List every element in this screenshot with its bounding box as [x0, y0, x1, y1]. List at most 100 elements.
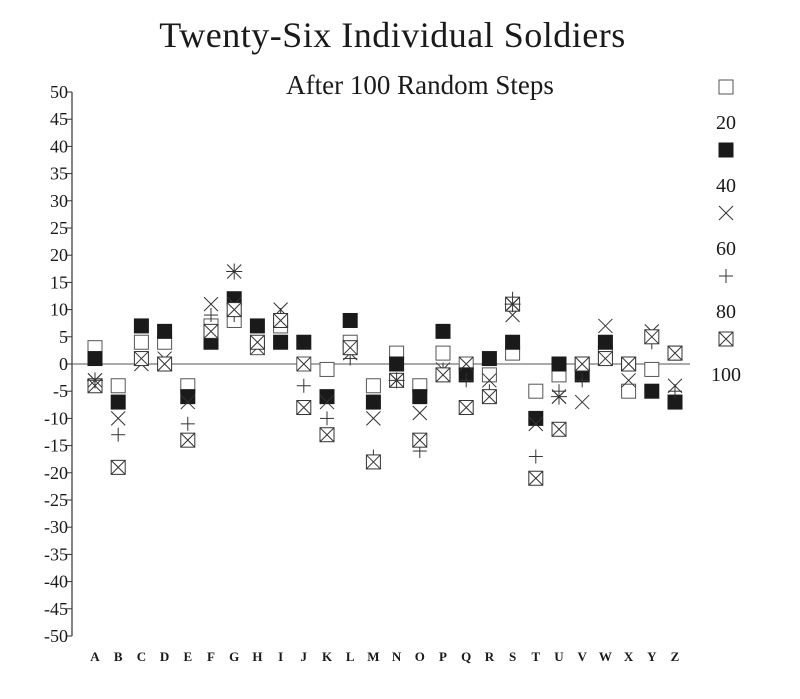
y-tick-label: 5 — [59, 327, 68, 347]
data-point-open-square — [319, 361, 335, 377]
data-point-plus — [459, 373, 474, 388]
data-point-filled-square — [365, 394, 381, 410]
data-point-filled-square — [180, 389, 196, 405]
x-category-label: W — [599, 649, 612, 664]
data-point-filled-square — [133, 318, 149, 334]
x-category-label: X — [624, 649, 634, 664]
x-category-label: M — [367, 649, 379, 664]
data-point-filled-square — [435, 323, 451, 339]
x-category-label: Z — [671, 649, 680, 664]
data-point-filled-square — [342, 312, 358, 328]
x-category-label: L — [346, 649, 355, 664]
data-point-open-square — [528, 383, 544, 399]
y-tick-label: 35 — [50, 164, 68, 184]
data-point-x — [528, 416, 544, 432]
data-point-x — [203, 296, 219, 312]
y-tick-label: 30 — [50, 191, 68, 211]
data-points — [87, 263, 683, 486]
y-tick-label: 50 — [50, 82, 68, 102]
data-point-filled-square — [551, 356, 567, 372]
data-point-x — [412, 405, 428, 421]
y-tick-label: -5 — [53, 381, 68, 401]
data-point-asterisk — [87, 372, 103, 389]
x-category-label: Y — [647, 649, 657, 664]
data-point-crossed-box — [157, 356, 173, 372]
data-point-crossed-box — [203, 323, 219, 339]
data-point-plus — [296, 378, 311, 393]
data-point-filled-square — [296, 334, 312, 350]
legend: 20 40 60 80 100 — [711, 79, 741, 386]
data-point-filled-square — [597, 334, 613, 350]
x-category-label: P — [439, 649, 447, 664]
x-category-label: D — [160, 649, 169, 664]
legend-marker-plus — [719, 269, 733, 283]
y-tick-label: -40 — [44, 572, 68, 592]
legend-marker-filled-square — [718, 142, 734, 158]
data-point-crossed-box — [110, 459, 126, 475]
y-tick-label: 45 — [50, 109, 68, 129]
legend-marker-crossed-box — [718, 331, 734, 347]
data-point-filled-square — [87, 351, 103, 367]
y-tick-label: -20 — [44, 463, 68, 483]
data-point-crossed-box — [621, 356, 637, 372]
data-point-crossed-box — [412, 432, 428, 448]
data-point-crossed-box — [342, 340, 358, 356]
data-point-asterisk — [226, 263, 243, 280]
data-point-crossed-box — [319, 427, 335, 443]
data-point-crossed-box — [249, 334, 265, 350]
legend-label: 80 — [716, 301, 736, 323]
x-category-label: H — [252, 649, 262, 664]
x-category-label: G — [229, 649, 239, 664]
data-point-x — [296, 356, 312, 372]
data-point-filled-square — [110, 394, 126, 410]
legend-label: 60 — [716, 238, 736, 260]
x-category-label: S — [509, 649, 516, 664]
data-point-plus — [668, 384, 682, 399]
data-point-crossed-box — [133, 351, 149, 367]
x-category-label: V — [578, 649, 588, 664]
data-point-filled-square — [389, 356, 405, 372]
data-point-filled-square — [528, 410, 544, 426]
data-point-open-square — [110, 378, 126, 394]
data-point-plus — [111, 427, 126, 442]
data-point-x — [598, 318, 613, 334]
data-point-x — [482, 372, 497, 388]
data-point-crossed-box — [481, 389, 497, 405]
x-category-label: N — [392, 649, 402, 664]
x-category-label: O — [415, 649, 425, 664]
data-point-filled-square — [481, 351, 497, 367]
x-category-label: C — [137, 649, 146, 664]
data-point-crossed-box — [597, 351, 613, 367]
x-category-label: B — [114, 649, 123, 664]
y-tick-label: 20 — [50, 245, 68, 265]
legend-label: 20 — [716, 112, 736, 134]
x-category-label: T — [531, 649, 540, 664]
y-tick-label: 0 — [59, 354, 68, 374]
data-point-crossed-box — [644, 329, 660, 345]
data-point-plus — [204, 308, 218, 323]
y-tick-label: -10 — [44, 408, 68, 428]
y-tick-label: 40 — [50, 136, 68, 156]
data-point-crossed-box — [365, 454, 381, 470]
data-point-x — [458, 356, 474, 372]
data-point-filled-square — [644, 383, 660, 399]
y-tick-label: 25 — [50, 218, 68, 238]
data-point-open-square — [365, 378, 381, 394]
data-point-filled-square — [273, 334, 289, 350]
data-point-crossed-box — [528, 470, 544, 486]
data-point-filled-square — [319, 389, 335, 405]
x-category-label: K — [322, 649, 333, 664]
data-point-crossed-box — [435, 367, 451, 383]
data-point-crossed-box — [574, 356, 590, 372]
data-point-crossed-box — [273, 312, 289, 328]
data-point-x — [110, 411, 126, 426]
data-point-filled-square — [505, 334, 521, 350]
y-tick-label: -35 — [44, 544, 68, 564]
data-point-open-square — [133, 334, 149, 350]
legend-label: 40 — [716, 175, 736, 197]
data-point-x — [574, 394, 590, 410]
x-category-label: A — [90, 649, 100, 664]
y-tick-label: 15 — [50, 272, 68, 292]
